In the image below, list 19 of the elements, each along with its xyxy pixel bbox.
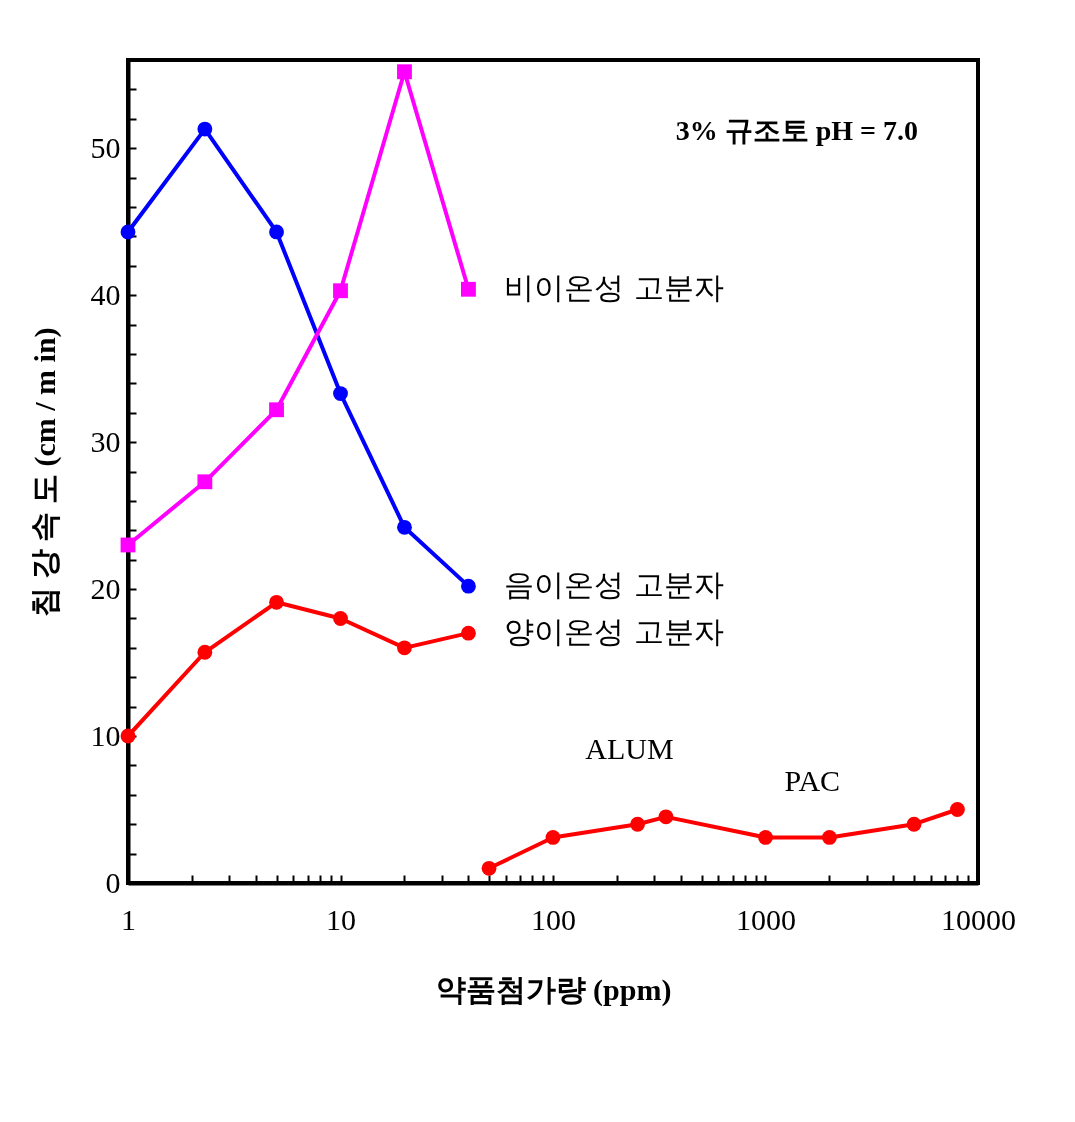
- x-tick-label: 100: [531, 902, 576, 936]
- y-axis-title: 침 강 속 도 (cm / m in): [27, 327, 62, 617]
- y-tick-label: 0: [105, 865, 121, 899]
- y-tick-label: 10: [90, 718, 121, 752]
- annotation: PAC: [784, 764, 841, 797]
- y-tick-label: 20: [90, 571, 121, 605]
- series-label: 비이온성 고분자: [504, 270, 724, 306]
- x-tick-label: 1: [121, 902, 136, 936]
- series-label: 양이온성 고분자: [504, 614, 724, 650]
- y-tick-label: 30: [90, 424, 121, 458]
- x-tick-label: 10: [326, 902, 356, 936]
- x-tick-label: 10000: [941, 902, 1016, 936]
- series-label: 음이온성 고분자: [504, 567, 724, 603]
- y-tick-label: 40: [90, 277, 121, 311]
- annotation: ALUM: [585, 732, 674, 765]
- x-axis-title: 약품첨가량 (ppm): [435, 972, 672, 1007]
- annotation: 3% 규조토 pH = 7.0: [675, 115, 918, 146]
- y-tick-label: 50: [90, 130, 121, 164]
- x-tick-label: 1000: [736, 902, 796, 936]
